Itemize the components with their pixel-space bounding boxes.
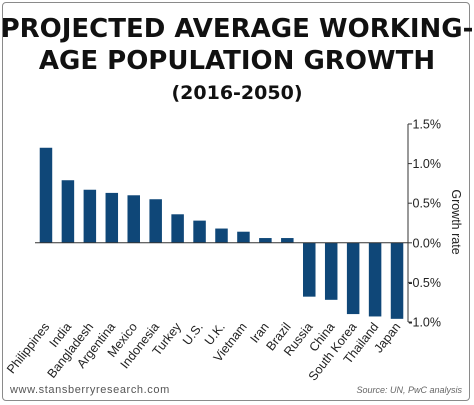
bar-brazil [281, 238, 294, 243]
source-note: Source: UN, PwC analysis [356, 385, 462, 395]
bar-china [324, 242, 338, 300]
category-label: Philippines [4, 320, 52, 376]
category-labels: PhilippinesIndiaBangladeshArgentinaMexic… [4, 319, 403, 383]
y-tick-label: 0.0% [413, 236, 442, 250]
bar-india [61, 180, 75, 243]
bar-south-korea [346, 242, 360, 315]
bar-iran [259, 238, 272, 243]
y-tick-label: 0.5% [413, 197, 442, 211]
bar-japan [390, 242, 404, 319]
bar-argentina [105, 192, 119, 243]
bar-thailand [368, 242, 382, 317]
website-url: www.stansberryresearch.com [10, 384, 170, 396]
bar-mexico [127, 195, 140, 243]
bar-russia [303, 242, 316, 297]
y-tick-label: 1.0% [413, 157, 442, 171]
bar-u-k [215, 228, 228, 243]
bar-philippines [39, 147, 53, 243]
bars-group [39, 147, 404, 319]
category-label: U.S. [180, 320, 206, 348]
bar-bangladesh [83, 189, 97, 243]
y-tick-label: -1.0% [408, 316, 441, 330]
chart-frame [2, 2, 470, 401]
y-axis: 1.5% 1.0% 0.5% 0.0% -0.5% -1.0% Growth rate [35, 118, 463, 330]
chart-title-line-2: AGE POPULATION GROWTH [38, 46, 436, 76]
chart-subtitle: (2016-2050) [171, 82, 303, 104]
y-tick-label: 1.5% [413, 118, 442, 132]
y-axis-title: Growth rate [449, 189, 463, 254]
y-tick-label: -0.5% [408, 276, 441, 290]
bar-u-s [193, 220, 206, 243]
bar-indonesia [149, 199, 162, 243]
bar-vietnam [237, 231, 250, 243]
chart-title-line-1: PROJECTED AVERAGE WORKING- [0, 14, 474, 44]
bar-turkey [171, 214, 184, 243]
